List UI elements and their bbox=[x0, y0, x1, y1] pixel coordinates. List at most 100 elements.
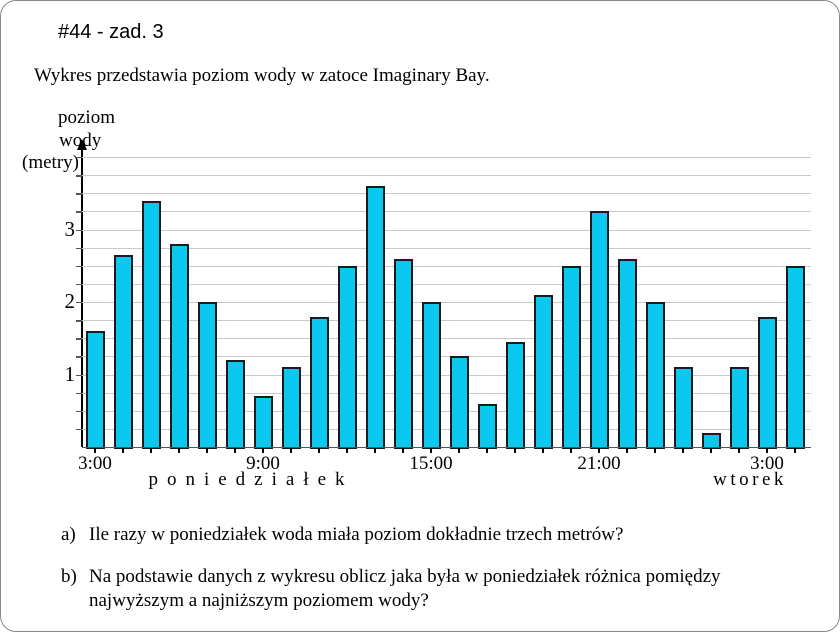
x-axis-tick bbox=[710, 448, 712, 453]
gridline bbox=[82, 265, 811, 267]
x-axis-tick bbox=[262, 448, 264, 453]
gridline bbox=[82, 410, 811, 412]
question-b-text-line1: Na podstawie danych z wykresu oblicz jak… bbox=[89, 566, 721, 587]
bar-13:00 bbox=[365, 186, 385, 449]
gridline bbox=[82, 175, 811, 177]
bar-15:00 bbox=[421, 302, 441, 449]
y-axis-line bbox=[81, 147, 83, 447]
gridline bbox=[82, 374, 811, 376]
y-axis-tick bbox=[76, 247, 82, 250]
y-axis-label-line3: (metry) bbox=[22, 152, 79, 173]
x-axis-tick bbox=[514, 448, 516, 453]
y-tick-label: 3 bbox=[64, 216, 76, 241]
bar-4:00 bbox=[113, 254, 133, 449]
gridline bbox=[82, 157, 811, 158]
bar-21:00 bbox=[589, 211, 609, 449]
question-a-prefix: a) bbox=[61, 524, 76, 545]
y-axis-tick bbox=[76, 175, 82, 177]
gridline bbox=[82, 428, 811, 430]
bar-4:00 bbox=[785, 265, 805, 449]
y-axis-tick bbox=[76, 392, 82, 395]
gridline bbox=[82, 283, 811, 285]
gridline bbox=[82, 211, 811, 213]
bar-20:00 bbox=[561, 265, 581, 449]
gridline bbox=[82, 392, 811, 394]
x-axis-tick bbox=[738, 448, 740, 453]
bar-19:00 bbox=[533, 294, 553, 449]
gridline bbox=[82, 320, 811, 322]
question-a-text: Ile razy w poniedziałek woda miała pozio… bbox=[89, 524, 624, 545]
gridline bbox=[82, 338, 811, 340]
bar-8:00 bbox=[225, 360, 245, 449]
bar-2:00 bbox=[729, 367, 749, 449]
y-axis-tick bbox=[76, 302, 82, 304]
bar-3:00 bbox=[85, 331, 105, 449]
y-axis-tick bbox=[76, 265, 82, 268]
bar-9:00 bbox=[253, 396, 273, 449]
x-tick-label: 3:00 bbox=[750, 453, 784, 474]
y-axis-arrow-icon bbox=[76, 139, 87, 150]
gridline bbox=[82, 229, 811, 231]
y-axis-tick bbox=[76, 229, 82, 231]
y-axis-label-line1: poziom bbox=[58, 107, 115, 128]
gridline bbox=[82, 247, 811, 249]
question-b-prefix: b) bbox=[61, 566, 77, 587]
page-title: #44 - zad. 3 bbox=[58, 21, 164, 43]
y-axis-tick bbox=[76, 157, 82, 159]
bar-10:00 bbox=[281, 367, 301, 449]
x-axis-tick bbox=[542, 448, 544, 453]
x-axis-day-label-tuesday: wtorek bbox=[713, 469, 787, 490]
x-axis-tick bbox=[458, 448, 460, 453]
bar-14:00 bbox=[393, 258, 413, 449]
question-b-text-line2: najwyższym a najniższym poziomem wody? bbox=[89, 590, 429, 611]
bar-23:00 bbox=[645, 302, 665, 449]
bar-7:00 bbox=[197, 302, 217, 449]
x-tick-label: 3:00 bbox=[78, 453, 112, 474]
x-axis-tick bbox=[654, 448, 656, 453]
x-tick-label: 15:00 bbox=[409, 453, 453, 474]
x-axis-tick bbox=[626, 448, 628, 453]
x-axis-tick bbox=[486, 448, 488, 453]
y-tick-label: 2 bbox=[64, 289, 76, 313]
x-axis-tick bbox=[150, 448, 152, 453]
bar-18:00 bbox=[505, 341, 525, 449]
y-axis-tick bbox=[76, 410, 82, 413]
x-axis-tick bbox=[570, 448, 572, 453]
bar-5:00 bbox=[141, 200, 161, 449]
x-tick-label: 9:00 bbox=[246, 453, 280, 474]
x-axis-tick bbox=[94, 448, 96, 453]
y-axis-tick bbox=[76, 374, 82, 376]
x-tick-label: 21:00 bbox=[577, 453, 621, 474]
x-axis-day-label-monday: poniedziałek bbox=[148, 469, 354, 490]
x-axis-line bbox=[82, 447, 811, 448]
x-axis-tick bbox=[402, 448, 404, 453]
bar-11:00 bbox=[309, 316, 329, 449]
y-axis-tick bbox=[76, 193, 82, 195]
y-axis-tick bbox=[76, 338, 82, 340]
x-axis-tick bbox=[346, 448, 348, 453]
bar-17:00 bbox=[477, 403, 497, 449]
x-axis-tick bbox=[178, 448, 180, 453]
x-axis-tick bbox=[766, 448, 768, 453]
gridline bbox=[82, 302, 811, 303]
y-axis-tick bbox=[76, 428, 82, 431]
chart-description: Wykres przedstawia poziom wody w zatoce … bbox=[34, 65, 490, 86]
bar-12:00 bbox=[337, 265, 357, 449]
gridline bbox=[82, 193, 811, 195]
y-axis-tick bbox=[76, 211, 82, 213]
x-axis-tick bbox=[430, 448, 432, 453]
bar-22:00 bbox=[617, 258, 637, 449]
x-axis-tick bbox=[374, 448, 376, 453]
x-axis-tick bbox=[206, 448, 208, 453]
y-axis-tick bbox=[76, 320, 82, 322]
x-axis-tick bbox=[682, 448, 684, 453]
x-axis-tick bbox=[318, 448, 320, 453]
x-axis-tick bbox=[122, 448, 124, 453]
gridline bbox=[82, 356, 811, 358]
bar-0:00 bbox=[673, 367, 693, 449]
x-axis-tick bbox=[794, 448, 796, 453]
bar-6:00 bbox=[169, 244, 189, 449]
y-axis-tick bbox=[76, 356, 82, 358]
bar-3:00 bbox=[757, 316, 777, 449]
